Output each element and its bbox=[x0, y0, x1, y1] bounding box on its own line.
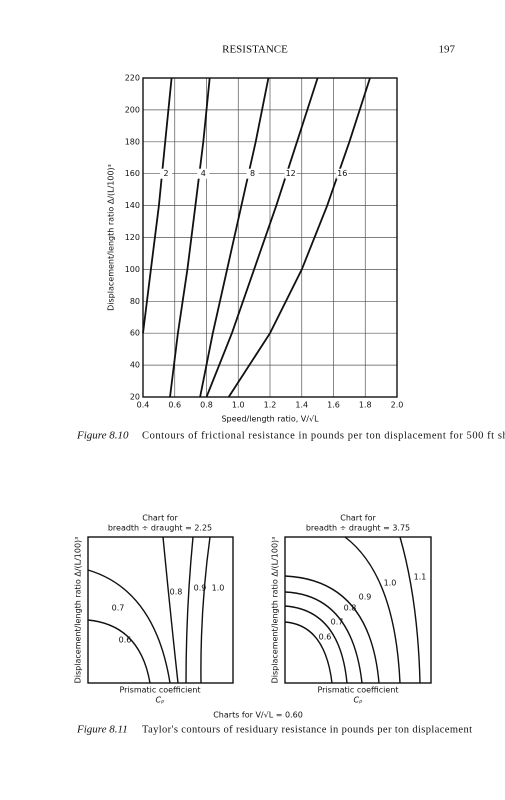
contour bbox=[399, 536, 421, 684]
panel-left: Chart for breadth ÷ draught = 2.25 0.6 0… bbox=[74, 514, 234, 705]
contour-label: 0.8 bbox=[344, 604, 357, 613]
page-number: 197 bbox=[439, 44, 456, 56]
label-bg bbox=[246, 168, 259, 179]
series-label: 4 bbox=[201, 169, 206, 178]
y-tick-label: 20 bbox=[130, 393, 140, 402]
x-label: Cₚ bbox=[353, 696, 363, 705]
label-bg bbox=[197, 168, 210, 179]
x-tick-label: 1.0 bbox=[232, 401, 245, 410]
x-label: Prismatic coefficient bbox=[119, 686, 200, 695]
x-tick-label: 1.8 bbox=[359, 401, 372, 410]
contour-label: 0.7 bbox=[112, 604, 125, 613]
panel-right: Chart for breadth ÷ draught = 3.75 0.6 0… bbox=[271, 514, 432, 705]
contour bbox=[162, 536, 179, 684]
y-tick-label: 180 bbox=[125, 137, 140, 146]
y-tick-label: 80 bbox=[130, 297, 140, 306]
y-tick-label: 200 bbox=[125, 105, 140, 114]
panel-title: Chart for bbox=[142, 514, 178, 523]
contour-label: 1.1 bbox=[414, 573, 427, 582]
y-tick-label: 220 bbox=[125, 74, 140, 83]
panel-frame bbox=[87, 536, 234, 684]
contour bbox=[87, 619, 151, 684]
plot-frame bbox=[142, 77, 398, 398]
series-label: 2 bbox=[164, 169, 169, 178]
contour bbox=[284, 605, 348, 684]
x-tick-label: 2.0 bbox=[391, 401, 404, 410]
series-line bbox=[199, 77, 270, 398]
caption-text: Contours of frictional resistance in pou… bbox=[142, 430, 505, 441]
series-line bbox=[205, 77, 319, 398]
contour-label: 1.0 bbox=[212, 584, 225, 593]
y-tick-label: 140 bbox=[125, 201, 140, 210]
contour-label: 1.0 bbox=[384, 579, 397, 588]
contour bbox=[200, 536, 211, 684]
caption-label: Figure 8.10 bbox=[76, 430, 129, 442]
series-line bbox=[227, 77, 371, 398]
x-tick-label: 0.4 bbox=[137, 401, 150, 410]
x-tick-label: 0.6 bbox=[168, 401, 181, 410]
panel-title: breadth ÷ draught = 3.75 bbox=[306, 524, 410, 533]
y-tick-label: 60 bbox=[130, 329, 140, 338]
panel-frame bbox=[284, 536, 432, 684]
contour bbox=[344, 536, 401, 684]
series-line bbox=[142, 77, 173, 334]
contour-label: 0.6 bbox=[319, 633, 332, 642]
x-tick-label: 1.2 bbox=[264, 401, 277, 410]
series-label: 16 bbox=[337, 169, 347, 178]
x-label: Cₚ bbox=[155, 696, 165, 705]
panels-note: Charts for V/√L = 0.60 bbox=[213, 711, 303, 720]
contour-label: 0.6 bbox=[119, 636, 132, 645]
label-bg bbox=[160, 168, 173, 179]
contour-label: 0.9 bbox=[359, 593, 372, 602]
contour bbox=[87, 569, 171, 684]
x-tick-label: 1.4 bbox=[295, 401, 308, 410]
contour-label: 0.7 bbox=[331, 618, 344, 627]
label-bg bbox=[284, 168, 297, 179]
series-label: 8 bbox=[250, 169, 255, 178]
caption-text: Taylor's contours of residuary resistanc… bbox=[142, 724, 472, 735]
x-label: Prismatic coefficient bbox=[317, 686, 398, 695]
label-bg bbox=[336, 168, 349, 179]
y-label: Displacement/length ratio Δ/(L/100)³ bbox=[74, 537, 83, 684]
y-tick-label: 40 bbox=[130, 361, 140, 370]
x-axis-label: Speed/length ratio, V/√L bbox=[221, 415, 319, 424]
x-tick-label: 1.6 bbox=[327, 401, 340, 410]
contour bbox=[284, 621, 333, 684]
series-label: 12 bbox=[286, 169, 296, 178]
y-tick-label: 100 bbox=[125, 265, 140, 274]
y-label: Displacement/length ratio Δ/(L/100)³ bbox=[271, 537, 280, 684]
figure-8-10: 20 40 60 80 100 120 140 160 180 200 220 0.4 0.6 0.8 1.… bbox=[107, 74, 404, 424]
contour bbox=[284, 575, 380, 684]
y-tick-label: 160 bbox=[125, 169, 140, 178]
y-tick-label: 120 bbox=[125, 233, 140, 242]
caption-label: Figure 8.11 bbox=[76, 724, 128, 736]
x-tick-label: 0.8 bbox=[200, 401, 213, 410]
contour bbox=[284, 591, 363, 684]
contour bbox=[185, 536, 194, 684]
contour-label: 0.8 bbox=[170, 588, 183, 597]
running-head: RESISTANCE bbox=[222, 44, 288, 56]
y-axis-label: Displacement/length ratio Δ/(L/100)³ bbox=[107, 164, 116, 311]
series-line bbox=[169, 77, 211, 398]
panel-title: breadth ÷ draught = 2.25 bbox=[108, 524, 212, 533]
panel-title: Chart for bbox=[340, 514, 376, 523]
contour-label: 0.9 bbox=[194, 584, 207, 593]
